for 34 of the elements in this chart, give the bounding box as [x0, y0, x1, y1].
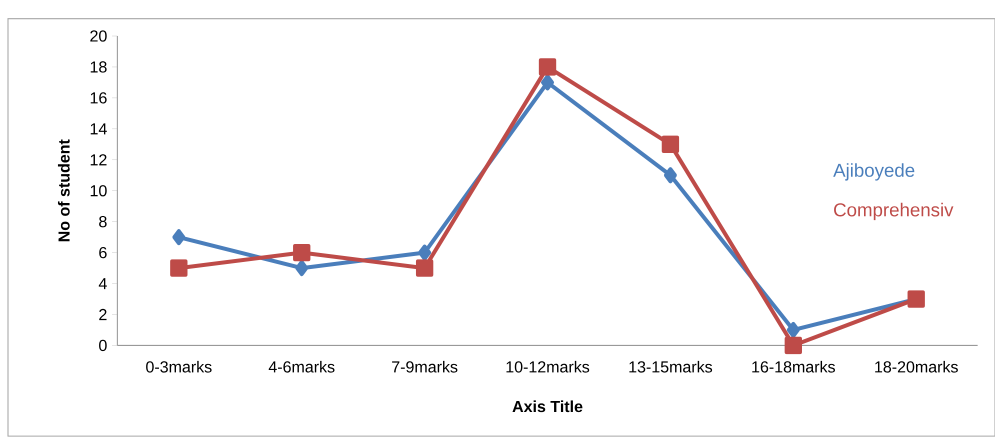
- point: [416, 260, 434, 277]
- y-tick-label: 0: [99, 340, 107, 352]
- y-tick-label: 8: [99, 216, 107, 228]
- x-tick-label: 16-18marks: [752, 360, 835, 373]
- y-tick-label: 4: [98, 278, 107, 290]
- point: [662, 136, 680, 154]
- y-tick-label: 20: [90, 30, 107, 42]
- point: [541, 74, 554, 91]
- x-tick-label: 4-6marks: [268, 360, 334, 373]
- point: [295, 260, 308, 276]
- text: Comprehensiv: [834, 202, 954, 220]
- point: [786, 322, 800, 338]
- point: [170, 260, 188, 277]
- point: [418, 244, 432, 261]
- text: Ajiboyede: [833, 163, 914, 181]
- y-tick-label: 18: [90, 61, 107, 73]
- y-axis-title: No of student: [58, 139, 70, 242]
- y-tick-label: 2: [99, 309, 107, 320]
- x-tick-label: 7-9marks: [392, 360, 458, 373]
- x-tick-label: 18-20marks: [875, 360, 958, 373]
- x-tick-label: 10-12marks: [506, 360, 590, 373]
- y-tick-label: 16: [90, 92, 107, 104]
- y-tick-label: 14: [90, 123, 107, 134]
- point: [664, 167, 677, 184]
- x-axis-title: Axis Title: [512, 400, 582, 412]
- x-tick-label: 0-3marks: [146, 360, 212, 373]
- point: [172, 229, 186, 246]
- y-tick-label: 12: [90, 154, 107, 166]
- x-tick-label: 13-15marks: [629, 360, 712, 373]
- point: [784, 336, 802, 354]
- y-tick-label: 6: [99, 247, 107, 258]
- point: [538, 58, 556, 76]
- y-tick-label: 10: [90, 185, 107, 196]
- point: [293, 244, 310, 262]
